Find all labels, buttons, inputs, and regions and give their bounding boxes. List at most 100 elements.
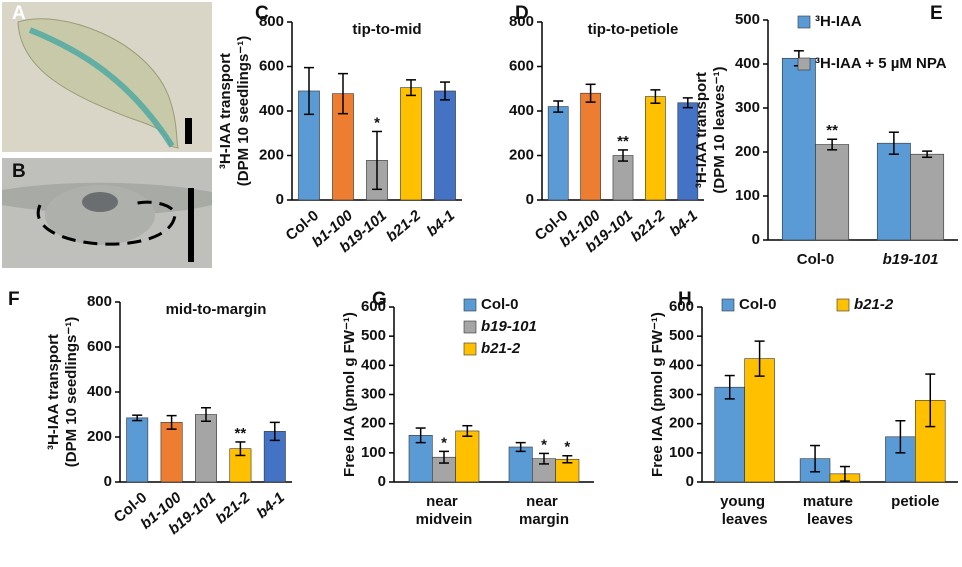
error-bar	[827, 138, 838, 151]
error-bar	[922, 150, 933, 159]
error-bar	[201, 407, 211, 422]
y-tick-label: 0	[104, 473, 112, 490]
significance-label: *	[441, 434, 447, 451]
y-tick-label: 600	[361, 298, 386, 315]
error-bar	[810, 444, 821, 473]
y-axis-label: (DPM 10 seedlings⁻¹)	[63, 317, 80, 467]
x-tick-label: near midvein	[416, 493, 473, 528]
chart-title: mid-to-margin	[166, 301, 267, 318]
bar	[815, 144, 850, 241]
x-tick-label: b4-1	[666, 207, 701, 240]
significance-label: **	[826, 122, 838, 139]
y-tick-label: 0	[752, 231, 760, 248]
y-tick-label: 200	[259, 146, 284, 163]
x-tick-label: b21-2	[213, 489, 254, 528]
y-tick-label: 400	[87, 383, 112, 400]
x-tick-label: b19-101	[883, 251, 939, 268]
y-tick-label: 200	[669, 415, 694, 432]
y-tick-label: 800	[87, 293, 112, 310]
x-tick-label: petiole	[891, 493, 939, 510]
legend-swatch	[721, 298, 735, 312]
panel-label: C	[255, 3, 269, 24]
legend-label: ³H-IAA + 5 µM NPA	[815, 55, 947, 72]
bar	[508, 446, 533, 483]
panel-label: F	[8, 289, 20, 310]
y-axis-label: Free IAA (pmol g FW⁻¹)	[649, 312, 666, 477]
bar	[195, 414, 217, 483]
error-bar	[440, 81, 450, 101]
bar	[400, 87, 422, 201]
error-bar	[372, 130, 382, 191]
bar	[910, 153, 945, 241]
error-bar	[650, 89, 661, 104]
legend-label: b21-2	[481, 340, 521, 357]
x-tick-label: young leaves	[720, 493, 769, 528]
error-bar	[682, 97, 693, 109]
y-axis-label: Free IAA (pmol g FW⁻¹)	[341, 312, 358, 477]
chart-title: tip-to-petiole	[588, 21, 679, 38]
legend-swatch	[463, 298, 477, 312]
error-bar	[235, 441, 246, 457]
error-bar	[515, 441, 526, 453]
y-tick-label: 600	[87, 338, 112, 355]
error-bar	[462, 424, 473, 437]
y-tick-label: 100	[735, 187, 760, 204]
y-tick-label: 400	[259, 102, 284, 119]
panel-label: E	[930, 3, 943, 24]
y-axis-label: ³H-IAA transport	[693, 72, 710, 188]
significance-label: *	[541, 436, 547, 453]
legend-label: Col-0	[481, 296, 519, 313]
y-tick-label: 400	[509, 102, 534, 119]
y-tick-label: 0	[276, 191, 284, 208]
bar	[744, 358, 775, 483]
y-tick-label: 300	[669, 385, 694, 402]
error-bar	[724, 374, 735, 400]
y-tick-label: 300	[361, 385, 386, 402]
y-tick-label: 200	[509, 146, 534, 163]
y-tick-label: 600	[509, 57, 534, 74]
significance-label: **	[235, 425, 247, 442]
x-tick-label: near margin	[519, 493, 569, 528]
y-tick-label: 400	[735, 55, 760, 72]
error-bar	[839, 465, 850, 482]
y-tick-label: 500	[361, 327, 386, 344]
legend-swatch	[797, 57, 811, 71]
x-tick-label: mature leaves	[803, 493, 857, 528]
legend-swatch	[463, 342, 477, 356]
error-bar	[304, 66, 314, 116]
error-bar	[754, 340, 765, 377]
y-axis-label: (DPM 10 seedlings⁻¹)	[235, 36, 252, 186]
bar	[547, 106, 569, 201]
bar	[645, 96, 666, 201]
y-tick-label: 0	[378, 473, 386, 490]
error-bar	[166, 414, 177, 430]
panel-label: H	[678, 289, 692, 310]
legend-label: b19-101	[481, 318, 537, 335]
y-axis-label: ³H-IAA transport	[45, 334, 62, 450]
error-bar	[415, 427, 426, 444]
error-bar	[895, 420, 906, 454]
chart-title: tip-to-mid	[352, 21, 421, 38]
error-bar	[406, 79, 416, 97]
y-axis-label: ³H-IAA transport	[217, 53, 234, 169]
section-photo	[2, 158, 212, 268]
bar	[781, 57, 816, 241]
y-axis-label: (DPM 10 leaves⁻¹)	[711, 66, 728, 193]
error-bar	[553, 100, 564, 113]
bar	[876, 142, 911, 241]
legend-label: Col-0	[739, 296, 777, 313]
y-tick-label: 200	[361, 415, 386, 432]
error-bar	[562, 455, 573, 464]
bar	[126, 417, 149, 483]
y-tick-label: 400	[361, 356, 386, 373]
legend-swatch	[797, 15, 811, 29]
legend-swatch	[836, 298, 850, 312]
y-tick-label: 0	[526, 191, 534, 208]
y-tick-label: 600	[669, 298, 694, 315]
x-tick-label: b21-2	[628, 207, 669, 246]
error-bar	[132, 414, 143, 422]
error-bar	[439, 450, 449, 464]
panel-label: G	[372, 289, 387, 310]
y-tick-label: 500	[735, 11, 760, 28]
